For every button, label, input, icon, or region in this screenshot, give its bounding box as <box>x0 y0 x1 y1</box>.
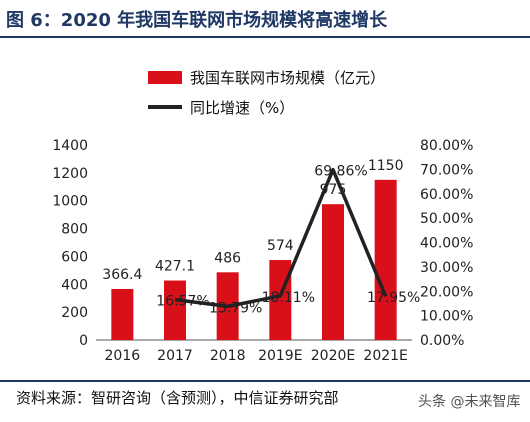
legend-line-swatch <box>148 105 182 109</box>
bar-value-label: 366.4 <box>102 267 142 283</box>
legend-label-growth: 同比增速（%） <box>190 98 295 117</box>
y-left-tick-label: 800 <box>61 222 88 238</box>
chart-canvas: 0 200 400 600 800 1000 1200 1400 0.00% 10.00% 20.0… <box>52 138 473 364</box>
y-right-tick-label: 30.00% <box>420 260 473 276</box>
x-tick-label: 2021E <box>363 348 407 364</box>
bar-value-label: 574 <box>267 238 294 254</box>
x-tick-label: 2020E <box>311 348 355 364</box>
y-left-tick-label: 1400 <box>52 138 88 154</box>
source-note: 资料来源：智研咨询（含预测），中信证券研究部 <box>16 389 339 407</box>
bar <box>374 179 397 340</box>
x-tick-label: 2017 <box>157 348 193 364</box>
watermark: 头条 @未来智库 <box>418 394 521 410</box>
figure-title: 图 6：2020 年我国车联网市场规模将高速增长 <box>6 10 388 31</box>
growth-value-label: 16.57% <box>156 294 209 310</box>
growth-line <box>174 167 388 309</box>
footer-divider <box>0 380 530 382</box>
y-left-tick-label: 600 <box>61 249 88 265</box>
y-right-tick-label: 50.00% <box>420 211 473 227</box>
bar <box>164 280 186 340</box>
bar <box>111 288 134 340</box>
legend-item-market-size: 我国车联网市场规模（亿元） <box>148 62 385 92</box>
bar-value-label: 486 <box>214 250 241 266</box>
y-left-tick-label: 200 <box>61 305 88 321</box>
legend-item-growth: 同比增速（%） <box>148 92 385 122</box>
y-right-tick-label: 20.00% <box>420 284 473 300</box>
bar-value-label: 427.1 <box>155 259 195 275</box>
y-right-tick-label: 40.00% <box>420 236 473 252</box>
y-right-tick-label: 0.00% <box>420 333 464 349</box>
growth-value-label: 18.11% <box>262 290 315 306</box>
x-tick-label: 2018 <box>210 348 246 364</box>
y-left-tick-label: 1200 <box>52 166 88 182</box>
bar <box>322 204 344 340</box>
growth-value-label: 69.86% <box>314 164 367 180</box>
legend: 我国车联网市场规模（亿元） 同比增速（%） <box>148 62 385 122</box>
y-right-tick-label: 10.00% <box>420 309 473 325</box>
growth-value-label: 17.95% <box>367 290 420 306</box>
x-tick-label: 2019E <box>258 348 302 364</box>
growth-value-label: 13.79% <box>209 300 262 316</box>
y-right-tick-label: 70.00% <box>420 162 473 178</box>
bar-value-label: 1150 <box>368 158 404 174</box>
y-right-tick-label: 80.00% <box>420 138 473 154</box>
x-tick-label: 2016 <box>105 348 141 364</box>
y-right-tick-label: 60.00% <box>420 187 473 203</box>
y-left-tick-label: 1000 <box>52 194 88 210</box>
title-divider <box>0 36 530 38</box>
legend-label-market-size: 我国车联网市场规模（亿元） <box>190 68 386 87</box>
legend-bar-swatch <box>148 70 182 84</box>
y-left-tick-label: 400 <box>61 277 88 293</box>
y-left-tick-label: 0 <box>79 333 88 349</box>
